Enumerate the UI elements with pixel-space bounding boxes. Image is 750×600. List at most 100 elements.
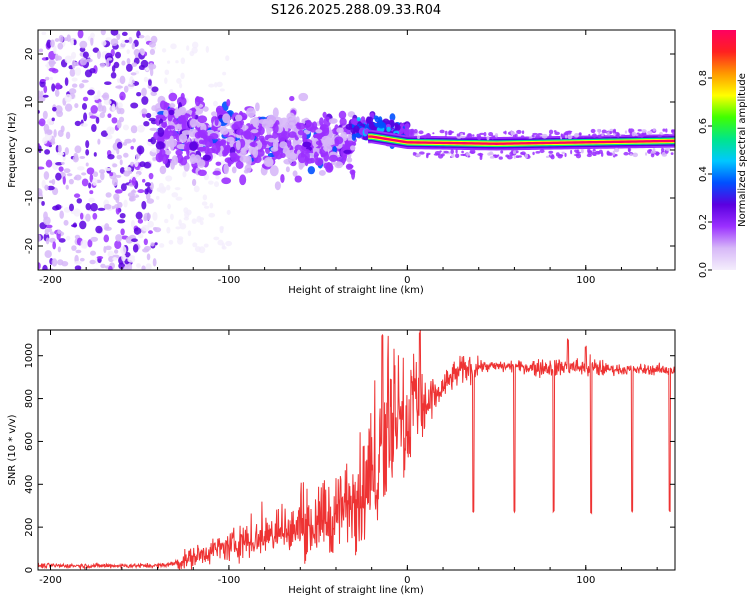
spectrogram-blob bbox=[57, 246, 62, 253]
spectrogram-blob bbox=[307, 166, 316, 175]
spectrogram-blob bbox=[249, 141, 258, 147]
spectrogram-blob bbox=[350, 145, 356, 151]
spectrogram-blob bbox=[182, 171, 187, 178]
spectrogram-blob bbox=[663, 133, 670, 137]
colorbar-tick-label: 0.8 bbox=[698, 70, 709, 86]
spectrogram-blob bbox=[641, 129, 647, 134]
spectrogram-blob bbox=[214, 116, 219, 127]
spectrogram-blob bbox=[166, 60, 171, 64]
spectrogram-blob bbox=[252, 116, 260, 128]
spectrogram-blob bbox=[444, 135, 447, 138]
spectrogram-blob bbox=[177, 114, 186, 123]
spectrogram-blob bbox=[550, 155, 555, 160]
spectrogram-blob bbox=[64, 147, 69, 156]
spectrogram-blob bbox=[347, 164, 354, 169]
spectrogram-blob bbox=[53, 129, 57, 138]
spectrogram-blob bbox=[531, 134, 535, 138]
spectrogram-blob bbox=[124, 138, 133, 144]
spectrogram-blob bbox=[235, 160, 244, 169]
spectrogram-blob bbox=[594, 150, 600, 155]
spectrogram-blob bbox=[292, 139, 303, 145]
spectrogram-blob bbox=[130, 125, 138, 134]
spectrogram-xtick-label: -100 bbox=[218, 275, 241, 286]
spectrogram-blob bbox=[51, 117, 55, 122]
spectrogram-blob bbox=[89, 173, 94, 183]
spectrogram-blob bbox=[148, 230, 153, 234]
spectrogram-blob bbox=[448, 132, 452, 136]
spectrogram-blob bbox=[97, 90, 101, 98]
spectrogram-blob bbox=[57, 152, 65, 156]
spectrogram-blob bbox=[215, 175, 220, 180]
spectrogram-blob bbox=[462, 132, 466, 136]
spectrogram-blob bbox=[100, 171, 105, 181]
spectrogram-blob bbox=[58, 166, 64, 172]
spectrogram-blob bbox=[512, 150, 517, 155]
spectrogram-blob bbox=[71, 83, 78, 88]
spectrogram-blob bbox=[356, 117, 361, 122]
spectrogram-blob bbox=[127, 263, 133, 270]
spectrogram-blob bbox=[191, 46, 198, 54]
spectrogram-blob bbox=[168, 239, 174, 245]
spectrogram-ytick-label: -10 bbox=[24, 190, 35, 206]
spectrogram-blob bbox=[85, 140, 90, 149]
spectrogram-blob bbox=[246, 107, 256, 118]
spectrogram-blob bbox=[87, 89, 95, 96]
spectrogram-blob bbox=[183, 216, 189, 221]
spectrogram-blob bbox=[302, 141, 312, 148]
spectrogram-blob bbox=[122, 124, 130, 131]
spectrogram-blob bbox=[491, 135, 495, 140]
spectrogram-blob bbox=[334, 161, 344, 169]
spectrogram-blob bbox=[152, 227, 158, 231]
spectrogram-blob bbox=[145, 112, 152, 119]
colorbar-tick-label: 0.6 bbox=[698, 118, 709, 134]
snr-ylabel: SNR (10 * v/v) bbox=[7, 414, 18, 485]
snr-xtick-label: 100 bbox=[576, 575, 595, 586]
spectrogram-blob bbox=[112, 257, 118, 261]
spectrogram-blob bbox=[426, 152, 431, 156]
spectrogram-blob bbox=[39, 78, 47, 83]
spectrogram-blob bbox=[170, 43, 177, 50]
spectrogram-blob bbox=[169, 139, 175, 151]
spectrogram-blob bbox=[346, 157, 353, 163]
spectrogram-blob bbox=[202, 154, 212, 161]
spectrogram-blob bbox=[191, 110, 196, 120]
spectrogram-blob bbox=[137, 189, 145, 194]
spectrogram-blob bbox=[283, 158, 293, 165]
spectrogram-blob bbox=[248, 134, 256, 141]
spectrogram-blob bbox=[164, 218, 169, 224]
spectrogram-blob bbox=[202, 106, 209, 112]
spectrogram-blob bbox=[131, 62, 138, 67]
spectrogram-blob bbox=[221, 242, 225, 249]
spectrogram-blob bbox=[439, 129, 445, 134]
spectrogram-blob bbox=[455, 153, 460, 159]
spectrogram-blob bbox=[222, 149, 228, 156]
spectrogram-blob bbox=[155, 141, 165, 150]
spectrogram-blob bbox=[204, 137, 213, 148]
spectrogram-blob bbox=[632, 152, 638, 158]
spectrogram-blob bbox=[107, 113, 112, 119]
spectrogram-blob bbox=[66, 173, 73, 177]
spectrogram-blob bbox=[175, 196, 183, 201]
spectrogram-blob bbox=[315, 129, 323, 134]
spectrogram-blob bbox=[57, 144, 62, 153]
spectrogram-blob bbox=[92, 267, 100, 270]
spectrogram-blob bbox=[157, 127, 165, 137]
spectrogram-blob bbox=[143, 246, 152, 251]
spectrogram-blob bbox=[624, 130, 628, 134]
spectrogram-blob bbox=[601, 129, 607, 134]
figure-title: S126.2025.288.09.33.R04 bbox=[271, 3, 441, 18]
spectrogram-blob bbox=[88, 182, 92, 189]
spectrogram-blob bbox=[136, 91, 142, 97]
spectrogram-blob bbox=[38, 166, 45, 170]
spectrogram-blob bbox=[503, 131, 506, 134]
spectrogram-blob bbox=[79, 212, 84, 220]
spectrogram-blob bbox=[164, 130, 174, 137]
spectrogram-blob bbox=[670, 152, 674, 155]
spectrogram-blob bbox=[155, 114, 166, 119]
spectrogram-blob bbox=[267, 119, 274, 128]
spectrogram-blob bbox=[141, 224, 150, 232]
spectrogram-blob bbox=[45, 56, 49, 61]
spectrogram-blob bbox=[294, 175, 302, 183]
spectrogram-blob bbox=[132, 138, 136, 143]
